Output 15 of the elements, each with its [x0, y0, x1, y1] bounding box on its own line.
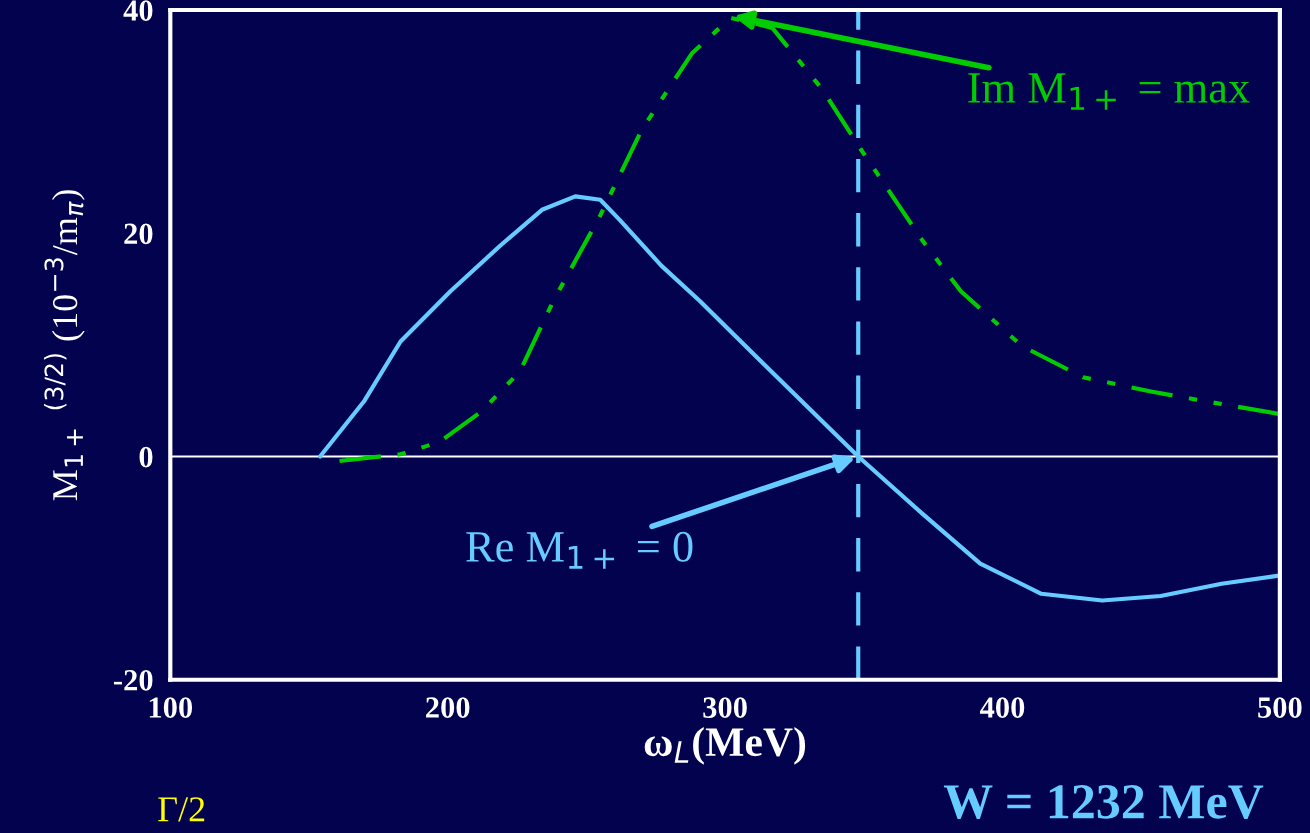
x-axis-title: ω$_{L}$(MeV): [644, 726, 806, 765]
x-tick-label: 500: [1258, 697, 1302, 718]
text: W = 1232 MeV: [943, 785, 1264, 819]
y-tick-label: 20: [124, 223, 153, 245]
x-tick-label: 100: [149, 697, 193, 718]
x-tick-label: 400: [979, 697, 1025, 718]
annotation: Re M$_{1+}$ = 0: [466, 531, 693, 569]
x-tick-label: 200: [426, 697, 470, 718]
text: Γ/2: [158, 797, 205, 822]
annotation: Im M$_{1+}$ = max: [968, 73, 1250, 110]
y-tick-label: 0: [139, 446, 153, 468]
y-tick-label: 40: [123, 0, 153, 21]
x-tick-label: 300: [703, 697, 747, 718]
y-tick-label: -20: [114, 670, 153, 691]
y-axis-title: M$_{1+}$ $^{(3/2)}$ (10$^{−3}$/m$_{π}$): [43, 190, 85, 501]
